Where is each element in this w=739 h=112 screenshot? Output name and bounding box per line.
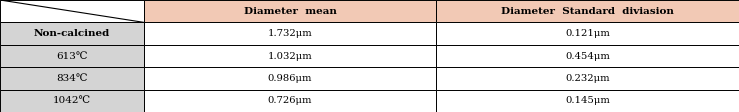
Text: 0.232μm: 0.232μm (565, 74, 610, 83)
Text: 834℃: 834℃ (56, 74, 88, 83)
Bar (144, 45, 436, 67)
Bar (436, 45, 739, 67)
Text: 1042℃: 1042℃ (53, 96, 91, 105)
Text: 1.032μm: 1.032μm (268, 52, 313, 60)
Bar (144, 90, 436, 112)
Text: Diameter  Standard  diviasion: Diameter Standard diviasion (501, 7, 674, 16)
Bar (144, 0, 436, 22)
Bar (0, 67, 144, 90)
Bar (0, 22, 144, 45)
Text: 613℃: 613℃ (56, 52, 88, 60)
Bar (0, 45, 144, 67)
Bar (0, 90, 144, 112)
Text: Non-calcined: Non-calcined (34, 29, 110, 38)
Text: 0.726μm: 0.726μm (268, 96, 313, 105)
Bar (436, 22, 739, 45)
Bar (144, 22, 436, 45)
Bar (144, 67, 436, 90)
Text: 0.986μm: 0.986μm (268, 74, 313, 83)
Bar (436, 90, 739, 112)
Text: 0.454μm: 0.454μm (565, 52, 610, 60)
Text: 0.121μm: 0.121μm (565, 29, 610, 38)
Text: Diameter  mean: Diameter mean (244, 7, 336, 16)
Text: 0.145μm: 0.145μm (565, 96, 610, 105)
Text: 1.732μm: 1.732μm (268, 29, 313, 38)
Bar (0, 0, 144, 22)
Bar (436, 67, 739, 90)
Bar (436, 0, 739, 22)
